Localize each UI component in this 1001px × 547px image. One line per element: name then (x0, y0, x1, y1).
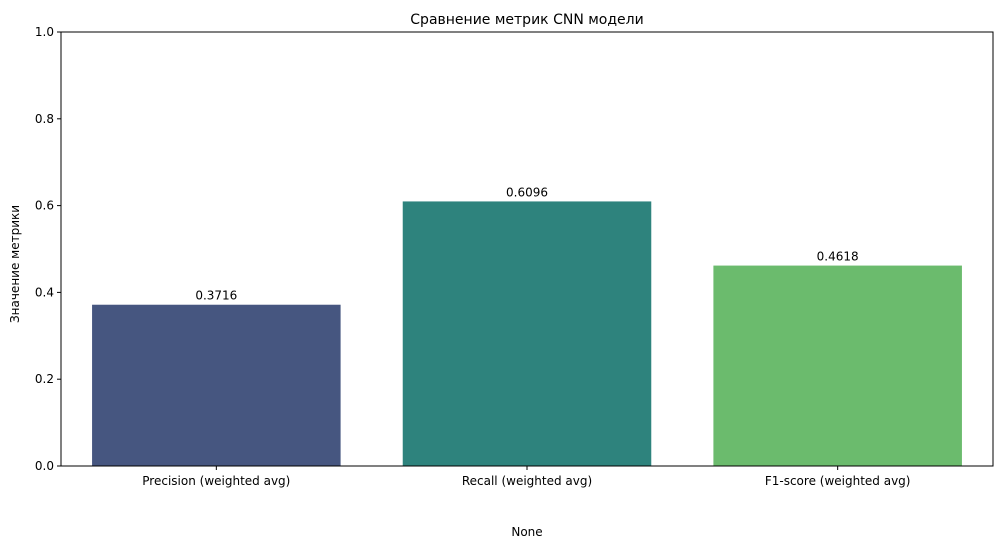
plot-frame (60, 31, 994, 467)
bar-value-label: 0.6096 (506, 185, 548, 199)
bar (92, 304, 341, 466)
bar (713, 265, 962, 466)
y-tick-label: 0.4 (35, 285, 54, 299)
y-tick-label: 1.0 (35, 25, 54, 39)
bar (402, 201, 652, 466)
x-tick-label: Precision (weighted avg) (142, 474, 290, 488)
chart-title: Сравнение метрик CNN модели (410, 12, 643, 28)
y-axis-title: Значение метрики (8, 205, 22, 323)
x-tick-label: Recall (weighted avg) (462, 474, 592, 488)
bar-value-label: 0.3716 (195, 289, 237, 303)
y-tick-label: 0.8 (35, 112, 54, 126)
x-axis-title: None (511, 525, 542, 539)
y-tick-label: 0.0 (35, 459, 54, 473)
y-tick-label: 0.6 (35, 199, 54, 213)
bar-value-label: 0.4618 (817, 250, 859, 264)
y-tick-label: 0.2 (35, 372, 54, 386)
x-tick-label: F1-score (weighted avg) (765, 474, 911, 488)
